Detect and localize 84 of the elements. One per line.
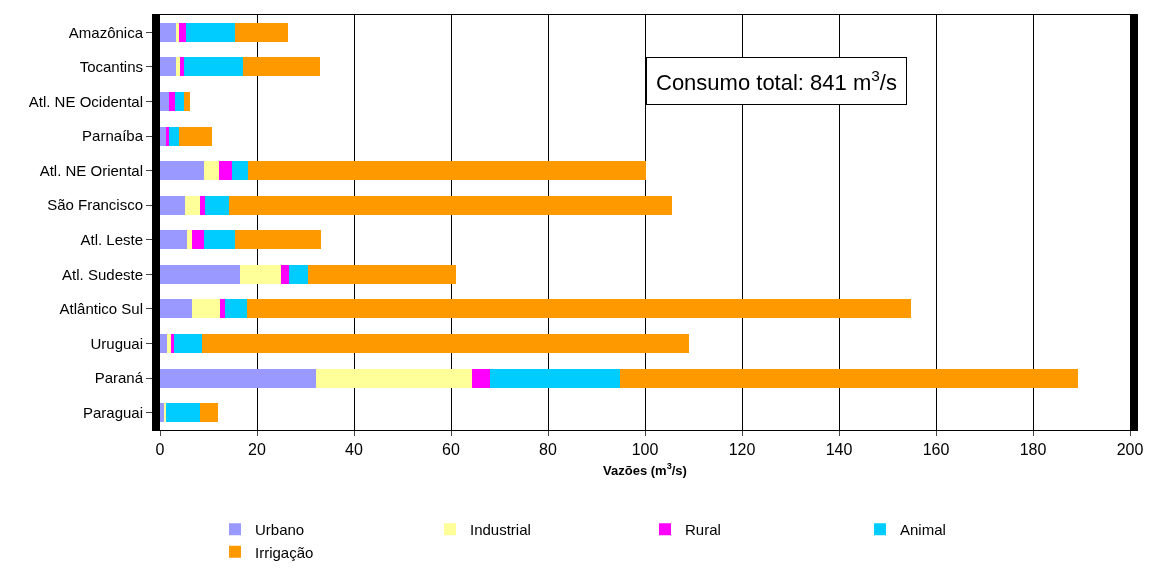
bar (220, 299, 225, 319)
bar (175, 91, 185, 111)
bar (201, 334, 689, 354)
x-tick-label: 120 (728, 441, 756, 459)
bar (232, 161, 249, 181)
bar (234, 22, 288, 42)
bar (224, 299, 247, 319)
bar (165, 403, 200, 423)
legend-label: Rural (685, 521, 721, 539)
x-tick-label: 40 (345, 441, 363, 459)
bar (185, 22, 235, 42)
bar (168, 126, 179, 146)
bar (160, 334, 167, 354)
bar (173, 334, 202, 354)
bar (228, 195, 672, 215)
bar (199, 403, 218, 423)
y-tick-label: Uruguai (90, 334, 143, 352)
x-tick-label: 100 (631, 441, 659, 459)
bar (178, 126, 212, 146)
bar (316, 368, 473, 388)
x-tick-label: 200 (1116, 441, 1144, 459)
x-tick-label: 20 (248, 441, 266, 459)
y-tick-label: Tocantins (79, 58, 143, 76)
x-axis-title: Vazões (m$^{3}$/s) (603, 461, 687, 478)
bar (192, 299, 221, 319)
bar (204, 161, 220, 181)
bar (183, 57, 243, 77)
bar (160, 126, 166, 146)
bar (160, 299, 193, 319)
bar (160, 230, 188, 250)
bar (160, 22, 177, 42)
y-tick-label: Amazônica (68, 23, 144, 41)
bar (160, 161, 205, 181)
y-tick-label: Paraguai (82, 403, 143, 421)
bar (160, 91, 170, 111)
bar (187, 230, 193, 250)
legend-label: Animal (900, 521, 946, 539)
bar (246, 299, 911, 319)
bar (192, 230, 205, 250)
bar (160, 57, 177, 77)
y-tick-label: Paraná (94, 369, 144, 387)
bar (205, 195, 229, 215)
x-tick-label: 80 (539, 441, 557, 459)
y-tick-label: Parnaíba (82, 127, 144, 145)
bar (289, 264, 308, 284)
y-tick-label: Atl. Leste (80, 231, 143, 249)
x-tick-label: 0 (155, 441, 165, 459)
bar (160, 195, 186, 215)
annotation: Consumo total: 841 m$^{3}$/s (656, 67, 897, 96)
bar (235, 230, 322, 250)
y-tick-label: São Francisco (47, 196, 143, 214)
bar (184, 91, 191, 111)
y-tick-label: Atl. NE Ocidental (28, 92, 143, 110)
x-tick-label: 60 (442, 441, 460, 459)
bar (160, 368, 317, 388)
bar (204, 230, 236, 250)
bar (171, 334, 174, 354)
bar (307, 264, 456, 284)
bar (160, 264, 241, 284)
bar (620, 368, 1079, 388)
bar (165, 126, 169, 146)
bar (248, 161, 647, 181)
bar (242, 57, 321, 77)
x-tick-label: 160 (922, 441, 950, 459)
legend-label: Irrigação (255, 543, 314, 561)
bar (176, 57, 180, 77)
y-tick-label: Atlântico Sul (59, 300, 143, 318)
bar (490, 368, 621, 388)
bar (240, 264, 282, 284)
bar (472, 368, 491, 388)
x-tick-label: 180 (1019, 441, 1047, 459)
bar (179, 57, 184, 77)
y-tick-label: Atl. NE Oriental (39, 161, 143, 179)
legend-label: Urbano (255, 521, 305, 539)
y-tick-label: Atl. Sudeste (62, 265, 143, 283)
bar (200, 195, 206, 215)
bar (178, 22, 186, 42)
bar (219, 161, 233, 181)
legend-label: Industrial (470, 521, 531, 539)
x-tick-label: 140 (825, 441, 853, 459)
bar (169, 91, 176, 111)
bar (176, 22, 179, 42)
bar (281, 264, 290, 284)
bar (185, 195, 201, 215)
